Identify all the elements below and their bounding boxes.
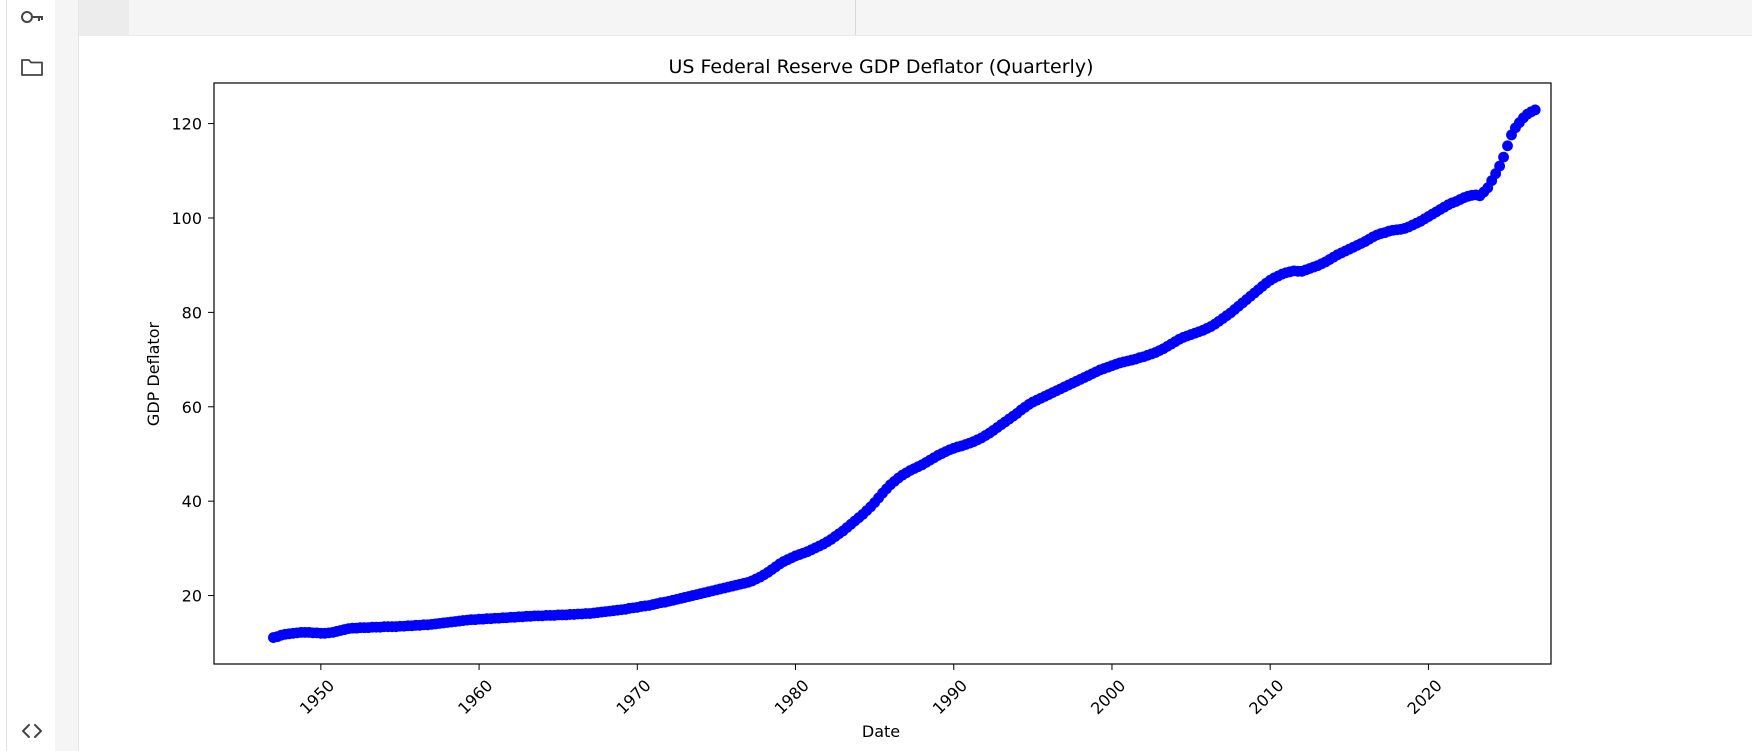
x-tick-label: 2010 <box>1245 676 1287 718</box>
y-tick-label: 100 <box>171 209 202 228</box>
data-point <box>1502 140 1513 152</box>
x-axis: 1950 1960 1970 1980 1990 2000 2010 2020 <box>296 664 1446 718</box>
x-tick-label: 1960 <box>454 676 496 718</box>
y-tick-label: 40 <box>182 492 202 511</box>
x-tick-label: 2000 <box>1087 676 1129 718</box>
code-icon[interactable] <box>19 718 45 744</box>
cell-gutter <box>55 0 78 751</box>
data-point <box>1498 151 1509 163</box>
data-point <box>1494 160 1506 172</box>
y-tick-label: 120 <box>171 115 202 134</box>
y-tick-label: 60 <box>182 398 202 417</box>
folder-icon[interactable] <box>19 54 45 80</box>
x-tick-label: 2020 <box>1403 676 1445 718</box>
x-axis-label: Date <box>862 722 900 741</box>
x-tick-label: 1980 <box>771 676 813 718</box>
cell-toolbar-strip <box>79 0 1752 36</box>
y-tick-label: 20 <box>182 587 202 606</box>
cell-header <box>79 0 129 35</box>
strip-divider <box>855 0 856 35</box>
chart-title: US Federal Reserve GDP Deflator (Quarter… <box>669 56 1094 78</box>
y-axis-label: GDP Deflator <box>144 322 163 427</box>
key-icon[interactable] <box>19 4 45 30</box>
x-tick-label: 1990 <box>929 676 971 718</box>
y-axis: 20 40 60 80 100 120 <box>171 115 214 606</box>
x-tick-label: 1950 <box>296 676 338 718</box>
data-points <box>267 104 1541 643</box>
data-point <box>1529 104 1541 116</box>
plot-area <box>213 82 1552 665</box>
x-tick-label: 1970 <box>612 676 654 718</box>
y-tick-label: 80 <box>182 303 202 322</box>
